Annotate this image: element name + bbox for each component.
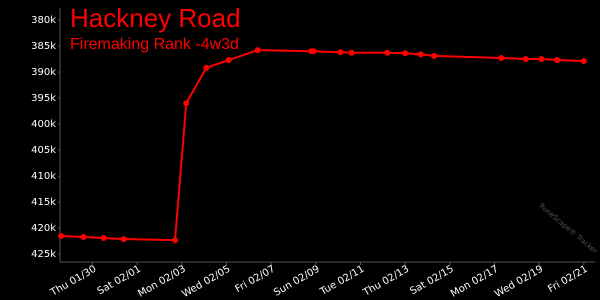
- point: [172, 237, 179, 244]
- point: [100, 235, 107, 242]
- point: [538, 56, 545, 63]
- point: [120, 236, 127, 243]
- point: [348, 49, 355, 56]
- chart-subtitle: Firemaking Rank -4w3d: [70, 36, 239, 53]
- point: [580, 58, 587, 65]
- point: [402, 50, 409, 57]
- y-tick-label: 380k: [31, 15, 56, 26]
- point: [431, 52, 438, 59]
- point: [384, 49, 391, 56]
- point: [58, 232, 65, 239]
- point: [498, 54, 505, 61]
- y-tick-label: 420k: [31, 223, 56, 234]
- y-tick-label: 410k: [31, 171, 56, 182]
- point: [183, 100, 190, 107]
- y-tick-label: 415k: [31, 197, 56, 208]
- y-tick-label: 405k: [31, 145, 56, 156]
- chart-title: Hackney Road: [70, 3, 241, 33]
- y-tick-label: 425k: [31, 249, 56, 260]
- point: [417, 51, 424, 58]
- y-tick-label: 385k: [31, 41, 56, 52]
- y-tick-label: 395k: [31, 93, 56, 104]
- line: [61, 49, 584, 242]
- y-tick-label: 390k: [31, 67, 56, 78]
- point: [225, 57, 232, 64]
- y-tick-label: 400k: [31, 119, 56, 130]
- point: [203, 64, 210, 71]
- point: [554, 57, 561, 64]
- point: [254, 47, 261, 54]
- point: [310, 48, 317, 55]
- point: [80, 234, 87, 241]
- point: [337, 49, 344, 56]
- point: [522, 56, 529, 63]
